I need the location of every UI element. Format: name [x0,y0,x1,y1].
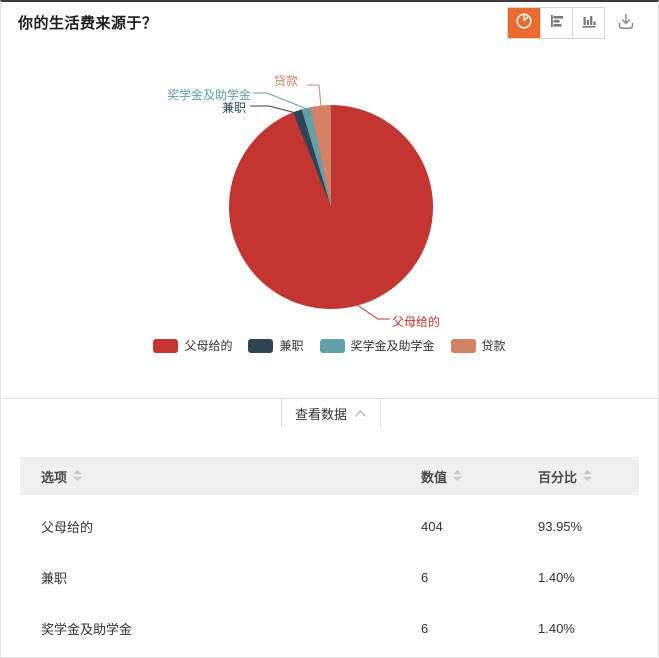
horizontal-bar-chart-button[interactable] [540,8,572,38]
chevron-up-icon [354,406,367,421]
column-chart-icon [580,12,598,35]
download-icon [616,11,636,36]
view-data-label: 查看数据 [294,406,347,422]
pie-label-loan: 贷款 [274,74,299,88]
legend-swatch-scholarship [319,338,345,353]
chart-type-toolbar [507,7,639,39]
table-body: 父母给的 404 93.95% 兼职 6 1.40% 奖学金及助学金 6 1.4… [20,501,639,654]
table-header-row: 选项 数值 百分比 [20,457,639,495]
question-title: 你的生活费来源于？ [18,15,158,32]
pie-chart-icon [515,12,533,35]
pie-label-parttime: 兼职 [222,101,247,115]
table-header-option[interactable]: 选项 [41,467,421,486]
cell-option: 兼职 [41,571,68,586]
legend-label-loan: 贷款 [481,339,506,353]
chart-type-button-group [507,7,605,39]
legend-swatch-loan [450,338,476,353]
table-row: 兼职 6 1.40% [20,552,639,603]
pie[interactable] [229,105,433,309]
table-header-value[interactable]: 数值 [421,467,538,486]
column-chart-button[interactable] [572,8,604,38]
cell-percent: 93.95% [538,519,583,534]
legend-swatch-parents [153,338,179,353]
legend-item-parttime[interactable]: 兼职 [248,337,304,354]
question-header: 你的生活费来源于？ [1,2,658,42]
data-panel-divider: 查看数据 [1,398,658,427]
table-row: 奖学金及助学金 6 1.40% [20,603,639,654]
cell-percent: 1.40% [538,570,575,585]
data-table: 选项 数值 百分比 父母给的 404 93.95% 兼职 6 1.40% [20,457,639,654]
chart-legend: 父母给的 兼职 奖学金及助学金 贷款 [1,337,658,354]
view-data-toggle[interactable]: 查看数据 [281,399,381,427]
cell-option: 父母给的 [41,520,94,535]
legend-item-scholarship[interactable]: 奖学金及助学金 [319,337,435,354]
cell-option: 奖学金及助学金 [41,622,133,637]
table-header-percent[interactable]: 百分比 [538,467,639,486]
download-button[interactable] [613,8,639,38]
cell-value: 6 [421,570,429,585]
legend-item-loan[interactable]: 贷款 [450,337,506,354]
label-leader-lines [250,84,390,320]
cell-percent: 1.40% [538,621,575,636]
leader-line-loan [307,84,322,108]
pie-chart-area: 贷款 奖学金及助学金 兼职 父母给的 父母给的 兼职 奖学金及助学金 贷款 [1,42,658,398]
table-row: 父母给的 404 93.95% [20,501,639,552]
legend-swatch-parttime [248,338,274,353]
sort-icon [583,469,593,484]
pie-chart-button[interactable] [508,8,540,38]
cell-value: 6 [421,621,429,636]
horizontal-bar-chart-icon [548,12,566,35]
sort-icon [73,469,83,484]
leader-line-scholarship [253,92,308,110]
legend-item-parents[interactable]: 父母给的 [153,337,232,354]
legend-label-scholarship: 奖学金及助学金 [350,339,435,353]
sort-icon [453,469,463,484]
cell-value: 404 [421,519,443,534]
leader-line-parttime [250,105,301,115]
pie-label-scholarship: 奖学金及助学金 [167,88,252,102]
pie-label-parents: 父母给的 [392,315,441,329]
leader-line-parents [353,302,390,320]
legend-label-parttime: 兼职 [279,339,304,353]
legend-label-parents: 父母给的 [184,339,233,353]
